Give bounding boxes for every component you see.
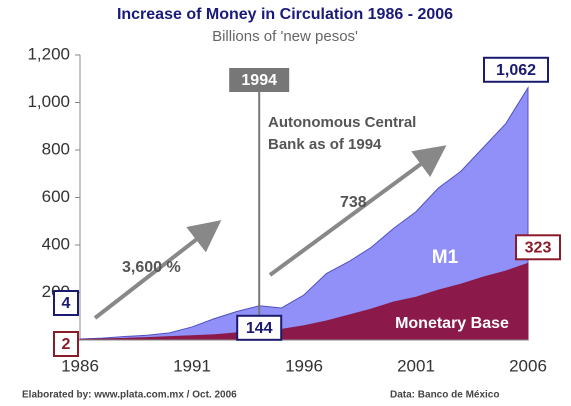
chart-subtitle: Billions of 'new pesos' <box>212 28 358 45</box>
series-label: M1 <box>432 247 459 268</box>
marker-box <box>229 68 290 92</box>
value-label-box <box>53 290 79 316</box>
arrow <box>93 220 222 320</box>
y-tick-label: 800 <box>42 139 70 158</box>
annotation: Autonomous Central <box>268 114 416 131</box>
y-tick-label: 1,000 <box>27 92 70 111</box>
value-label-box <box>483 56 549 83</box>
x-tick-label: 2001 <box>397 356 435 375</box>
annotation: 3,600 % <box>122 259 181 276</box>
marker-label: 1994 <box>241 72 277 89</box>
chart-title: Increase of Money in Circulation 1986 - … <box>117 6 453 23</box>
source: Data: Banco de México <box>390 390 499 401</box>
value-label-box <box>515 234 561 261</box>
area <box>79 86 529 341</box>
x-tick-label: 1991 <box>173 356 211 375</box>
value-label: 2 <box>62 336 71 353</box>
annotation: 738 <box>340 194 367 211</box>
x-tick-label: 2006 <box>509 356 547 375</box>
arrow <box>268 145 447 277</box>
annotation: Bank as of 1994 <box>268 136 382 153</box>
x-tick-label: 1986 <box>61 356 99 375</box>
y-tick-label: 400 <box>42 234 70 253</box>
value-label: 4 <box>62 295 71 312</box>
series-label: Monetary Base <box>395 315 509 332</box>
value-label-box <box>53 331 79 357</box>
x-tick-label: 1996 <box>285 356 323 375</box>
y-tick-label: 600 <box>42 187 70 206</box>
value-label-box <box>236 314 283 341</box>
value-label: 144 <box>246 320 273 337</box>
value-label: 1,062 <box>496 62 536 79</box>
value-label: 323 <box>525 240 552 257</box>
source: Elaborated by: www.plata.com.mx / Oct. 2… <box>22 390 237 401</box>
area <box>79 262 529 341</box>
y-tick-label: 1,200 <box>27 44 70 63</box>
